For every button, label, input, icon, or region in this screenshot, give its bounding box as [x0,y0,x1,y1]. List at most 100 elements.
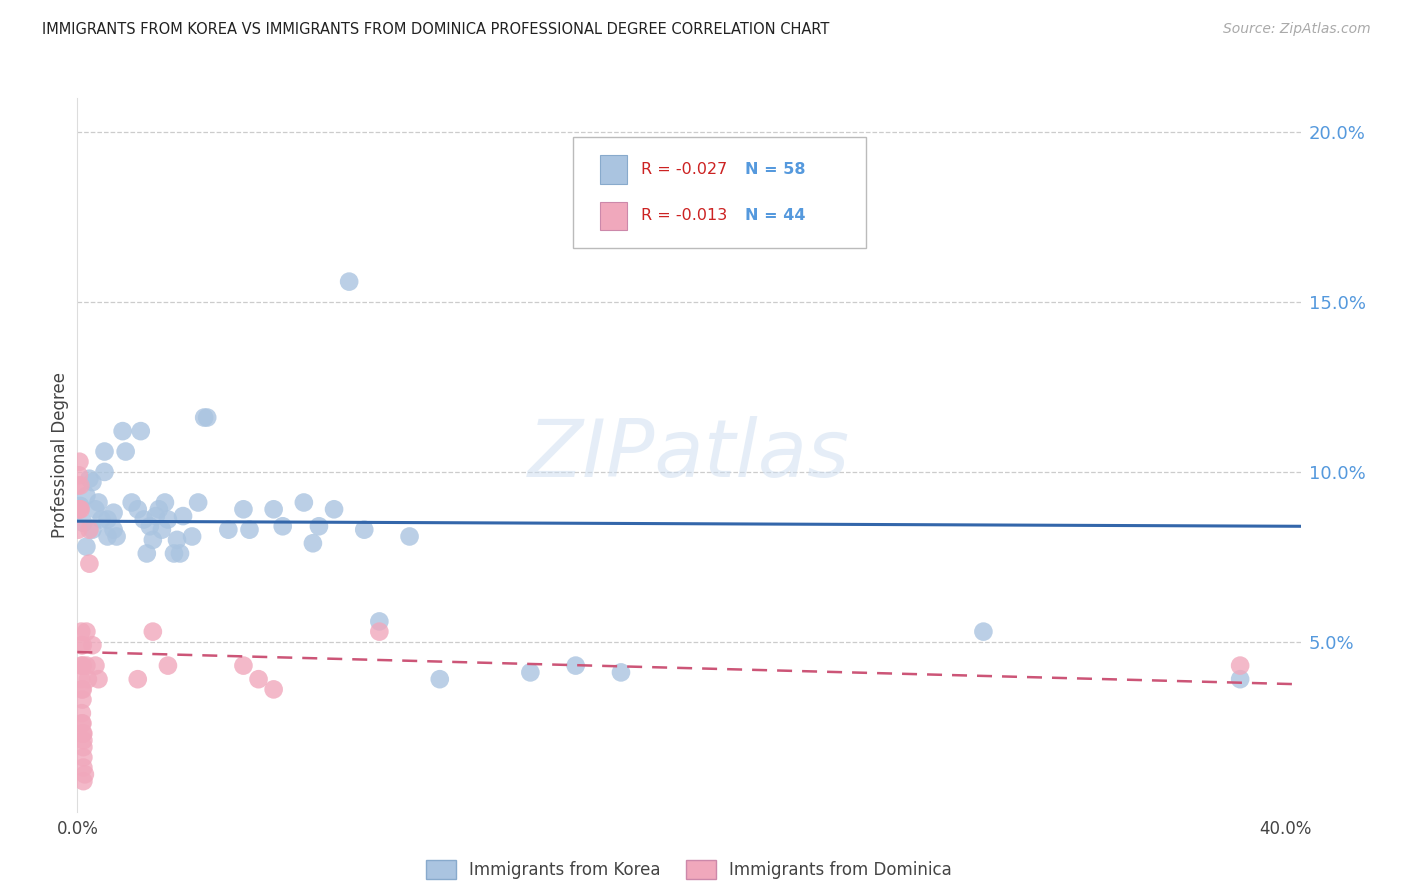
Text: IMMIGRANTS FROM KOREA VS IMMIGRANTS FROM DOMINICA PROFESSIONAL DEGREE CORRELATIO: IMMIGRANTS FROM KOREA VS IMMIGRANTS FROM… [42,22,830,37]
Point [353,523,375,537]
Point [84,658,107,673]
Point [72,726,94,740]
FancyBboxPatch shape [572,137,866,248]
Point [247,672,270,686]
Point [75,540,97,554]
Point [292,495,315,509]
Text: ZIPatlas: ZIPatlas [527,416,851,494]
Point [72,692,94,706]
Point [111,424,134,438]
Point [93,465,115,479]
Point [70,658,93,673]
Point [77,672,100,686]
Point [67,478,90,492]
Point [195,410,218,425]
Point [73,767,96,781]
Point [263,682,285,697]
Point [187,495,209,509]
Point [93,444,115,458]
Point [105,529,128,543]
Point [70,624,93,639]
Point [72,716,94,731]
Point [232,502,254,516]
Point [972,624,994,639]
Point [1229,672,1251,686]
Point [69,478,91,492]
Point [302,536,325,550]
Point [69,499,91,513]
Point [72,658,94,673]
Point [156,512,179,526]
Point [69,455,91,469]
Point [72,682,94,697]
Point [72,638,94,652]
Point [82,638,104,652]
Point [150,523,173,537]
Point [79,557,101,571]
Point [75,624,97,639]
Point [69,502,91,516]
Point [142,624,165,639]
Point [148,502,170,516]
Point [79,472,101,486]
Point [145,509,167,524]
Point [103,523,125,537]
Point [72,740,94,755]
Text: R = -0.013: R = -0.013 [641,209,727,223]
Point [72,750,94,764]
Point [129,424,152,438]
Point [72,760,94,774]
Point [263,502,285,516]
Point [82,475,104,489]
Point [75,658,97,673]
Point [217,523,239,537]
Point [172,509,194,524]
Point [193,410,215,425]
Point [82,523,104,537]
FancyBboxPatch shape [599,202,627,230]
Point [70,682,93,697]
Point [271,519,294,533]
Point [96,512,118,526]
Point [132,512,155,526]
Point [67,468,90,483]
Point [127,502,149,516]
Text: Source: ZipAtlas.com: Source: ZipAtlas.com [1223,22,1371,37]
Point [398,529,420,543]
Point [90,512,112,526]
Point [163,546,186,560]
Point [368,615,391,629]
Text: N = 58: N = 58 [745,162,806,177]
Point [169,546,191,560]
Point [156,658,179,673]
Point [127,672,149,686]
Point [72,726,94,740]
Point [96,529,118,543]
Point [181,529,204,543]
Point [114,444,136,458]
Point [79,523,101,537]
Point [519,665,541,680]
Point [103,506,125,520]
Point [121,495,143,509]
Point [87,495,110,509]
Point [166,533,188,547]
Point [69,502,91,516]
Point [142,533,165,547]
Point [70,672,93,686]
Point [232,658,254,673]
Text: R = -0.027: R = -0.027 [641,162,727,177]
Point [84,502,107,516]
Point [75,489,97,503]
Point [323,502,346,516]
Point [72,774,94,789]
Point [87,672,110,686]
Point [238,523,260,537]
Point [1229,658,1251,673]
Point [610,665,633,680]
Text: N = 44: N = 44 [745,209,806,223]
Point [72,733,94,747]
Point [67,502,90,516]
Point [139,519,162,533]
Point [308,519,330,533]
